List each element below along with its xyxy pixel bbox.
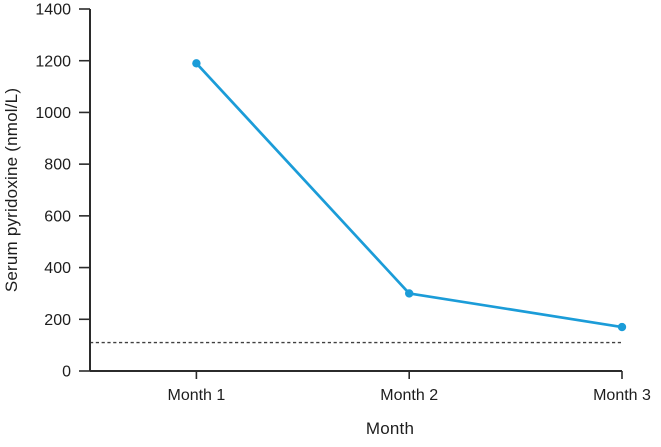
- x-tick-label: Month 1: [167, 387, 225, 404]
- data-point-marker: [192, 59, 201, 68]
- y-tick-label: 1200: [35, 53, 71, 70]
- y-axis-title: Serum pyridoxine (nmol/L): [2, 88, 21, 292]
- x-tick-label: Month 3: [593, 387, 651, 404]
- y-tick-label: 200: [44, 312, 71, 329]
- y-tick-label: 800: [44, 157, 71, 174]
- x-tick-label: Month 2: [380, 387, 438, 404]
- y-axis: 0 200 400 600 800 1000 1200 1400: [35, 2, 91, 381]
- series-line: [195, 62, 623, 329]
- y-tick-label: 1000: [35, 105, 71, 122]
- y-tick-label: 400: [44, 260, 71, 277]
- y-tick-label: 1400: [35, 2, 71, 19]
- y-tick-label: 0: [62, 364, 71, 381]
- x-axis: Month 1 Month 2 Month 3: [90, 370, 651, 404]
- y-tick-label: 600: [44, 208, 71, 225]
- data-point-marker: [617, 322, 627, 332]
- series-line-group: [192, 59, 627, 332]
- data-point-marker: [405, 289, 414, 298]
- x-axis-title: Month: [366, 419, 414, 438]
